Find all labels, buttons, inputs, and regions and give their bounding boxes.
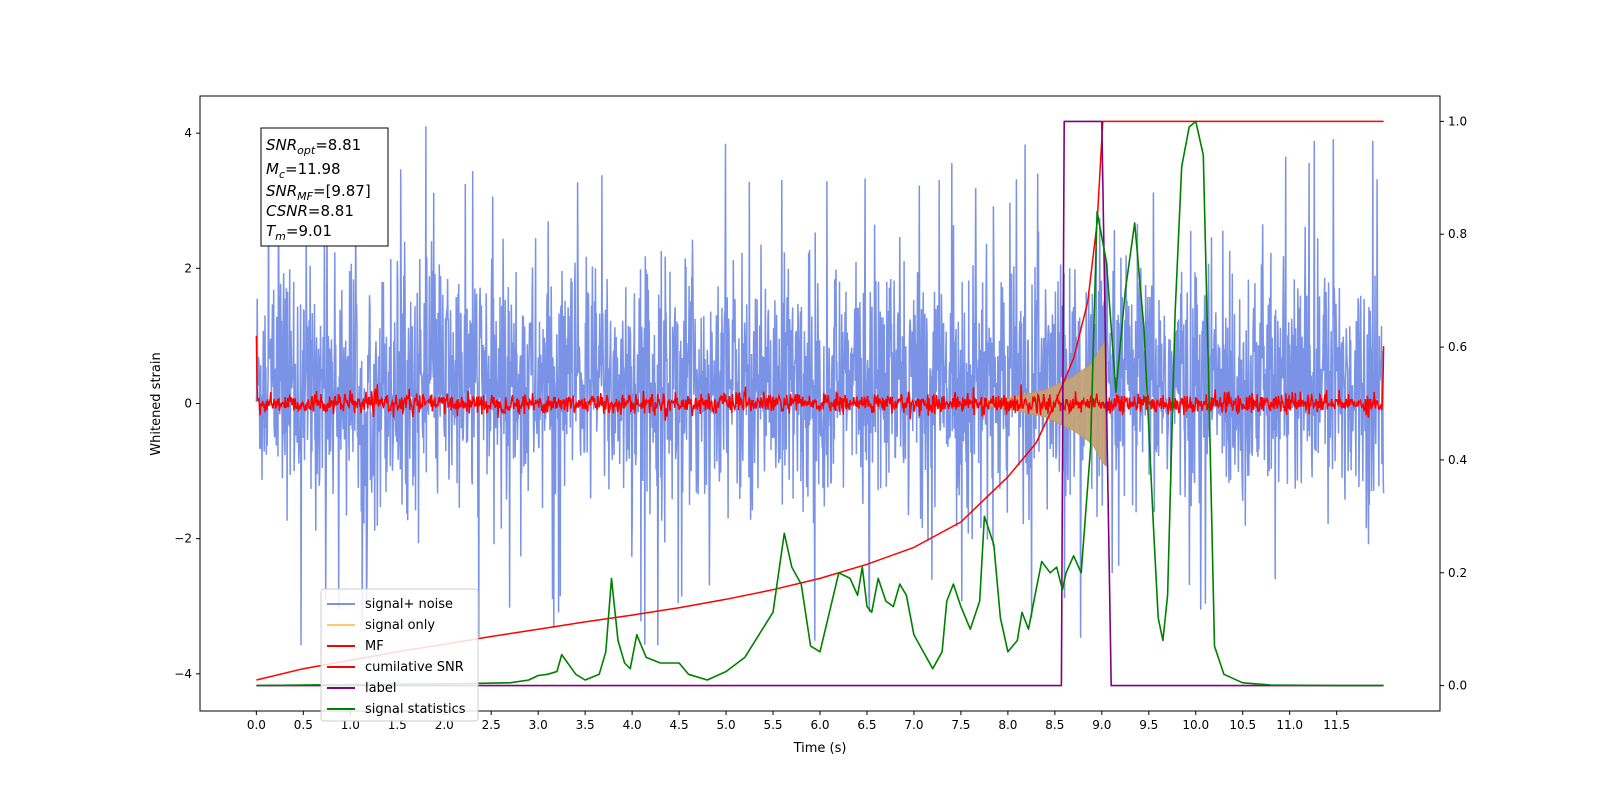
y-right-tick-label: 0.2 [1448,566,1467,580]
series-mf-line [255,335,1385,421]
x-tick-label: 4.0 [623,718,642,732]
annotation-snr-mf: SNRMF=[9.87] [266,182,371,203]
x-tick-label: 11.0 [1276,718,1303,732]
x-tick-label: 6.5 [857,718,876,732]
y-axis-label: Whitened strain [149,352,164,455]
y-right-tick-label: 0.6 [1448,340,1467,354]
legend-label: signal statistics [365,702,466,717]
y-left-tick-label: −4 [174,667,192,681]
y-right-tick-label: 0.0 [1448,679,1467,693]
y-left-tick-label: 0 [184,397,192,411]
annotation-snr-opt: SNRopt=8.81 [266,136,361,157]
legend-label: MF [365,639,384,654]
series-signal-statistics-line [256,120,1384,687]
annotation-tm: Tm=9.01 [266,222,332,243]
annotation-frame [260,127,389,247]
series-signal-statistics [256,120,1384,687]
series-signal-noise [255,126,1385,646]
annotation-csnr: CSNR=8.81 [266,202,354,220]
x-tick-label: 4.5 [670,718,689,732]
series-label [256,120,1384,687]
x-axis-label: Time (s) [793,741,847,756]
legend-label: label [365,681,396,696]
x-tick-label: 11.5 [1323,718,1350,732]
y-right-tick-label: 1.0 [1448,114,1467,128]
x-tick-label: 9.5 [1139,718,1158,732]
annotation-mc: Mc=11.98 [266,160,341,181]
y-left-tick-label: 4 [184,126,192,140]
x-tick-label: 8.0 [998,718,1017,732]
x-tick-label: 3.5 [576,718,595,732]
y-axis-right-ticks: 0.0 0.2 0.4 0.6 0.8 1.0 [1440,114,1467,693]
x-tick-label: 10.5 [1229,718,1256,732]
x-tick-label: 0.5 [294,718,313,732]
y-left-tick-label: −2 [174,532,192,546]
y-right-tick-label: 0.8 [1448,227,1467,241]
legend-frame [320,588,479,722]
x-tick-label: 7.5 [951,718,970,732]
legend-label: signal only [365,618,435,633]
y-axis-left-ticks: −4 −2 0 2 4 [174,126,200,681]
series-signal-noise-line [255,126,1385,646]
legend-label: signal+ noise [365,597,453,612]
legend-label: cumilative SNR [365,660,464,675]
y-left-tick-label: 2 [184,261,192,275]
series-mf [255,335,1385,421]
x-tick-label: 8.5 [1045,718,1064,732]
annotation-box: SNRopt=8.81 Mc=11.98 SNRMF=[9.87] CSNR=8… [260,127,389,247]
x-tick-label: 3.0 [529,718,548,732]
x-tick-label: 10.0 [1182,718,1209,732]
series-label-line [256,120,1384,687]
legend: signal+ noise signal only MF cumilative SNR… [320,588,479,722]
x-tick-label: 5.5 [763,718,782,732]
y-right-tick-label: 0.4 [1448,453,1467,467]
x-tick-label: 7.0 [904,718,923,732]
x-tick-label: 2.5 [482,718,501,732]
x-tick-label: 5.0 [717,718,736,732]
x-tick-label: 6.0 [810,718,829,732]
x-tick-label: 0.0 [247,718,266,732]
x-tick-label: 9.0 [1092,718,1111,732]
